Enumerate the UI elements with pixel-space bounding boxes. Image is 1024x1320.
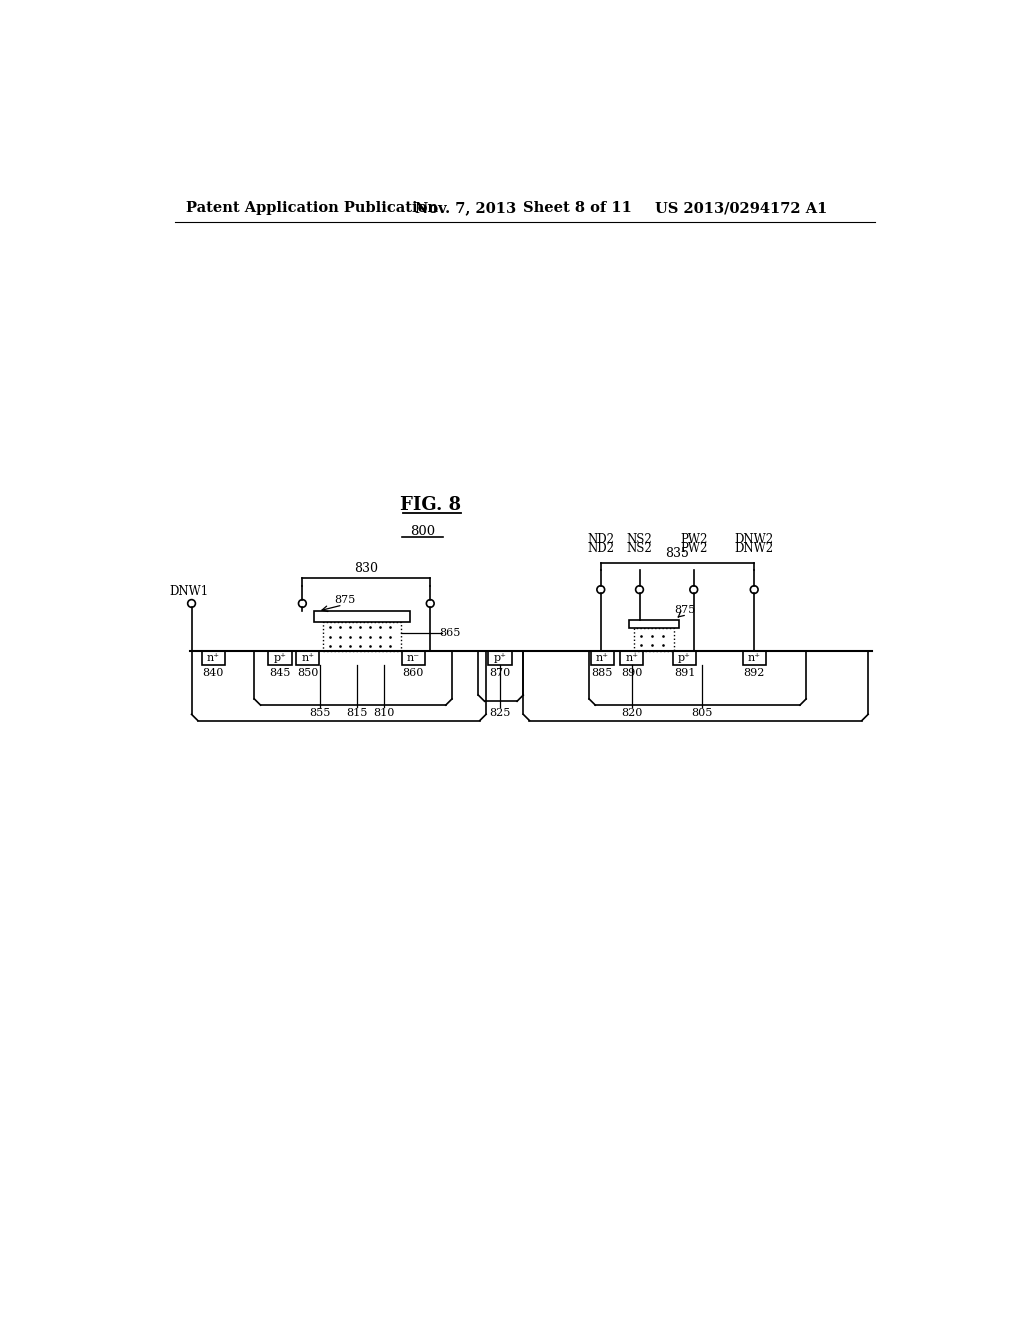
Bar	[630, 619, 679, 628]
Text: 815: 815	[346, 708, 368, 718]
Text: 870: 870	[489, 668, 511, 677]
Text: Sheet 8 of 11: Sheet 8 of 11	[523, 202, 632, 215]
Text: 860: 860	[402, 668, 424, 677]
Bar	[324, 622, 400, 651]
Text: 840: 840	[203, 668, 224, 677]
Text: 892: 892	[743, 668, 765, 677]
Text: PW2: PW2	[680, 543, 708, 556]
Text: 800: 800	[410, 525, 435, 539]
Text: DNW2: DNW2	[734, 543, 774, 556]
Text: n⁺: n⁺	[626, 653, 638, 663]
Bar	[296, 651, 319, 665]
Text: 825: 825	[489, 708, 511, 718]
Bar	[268, 651, 292, 665]
Text: Patent Application Publication: Patent Application Publication	[186, 202, 438, 215]
Text: US 2013/0294172 A1: US 2013/0294172 A1	[655, 202, 827, 215]
Text: p⁺: p⁺	[494, 653, 507, 663]
Text: 890: 890	[622, 668, 642, 677]
Bar	[634, 628, 675, 651]
Text: ND2: ND2	[587, 543, 614, 556]
Text: n⁻: n⁻	[407, 653, 420, 663]
Text: Nov. 7, 2013: Nov. 7, 2013	[415, 202, 516, 215]
Text: 810: 810	[373, 708, 394, 718]
Text: 885: 885	[592, 668, 613, 677]
Text: n⁺: n⁺	[301, 653, 314, 663]
Text: 865: 865	[439, 628, 461, 638]
Text: 845: 845	[269, 668, 291, 677]
Text: DNW2: DNW2	[734, 533, 774, 546]
Text: 875: 875	[674, 606, 695, 615]
Text: 830: 830	[354, 562, 378, 576]
Text: 875: 875	[335, 595, 355, 606]
Bar	[202, 651, 225, 665]
Bar	[591, 651, 614, 665]
Text: NS2: NS2	[627, 533, 652, 546]
Bar	[621, 651, 643, 665]
Text: 835: 835	[666, 546, 689, 560]
Text: FIG. 8: FIG. 8	[399, 496, 461, 513]
Text: PW2: PW2	[680, 533, 708, 546]
Text: n⁺: n⁺	[207, 653, 220, 663]
Text: p⁺: p⁺	[273, 653, 287, 663]
Text: 805: 805	[691, 708, 712, 718]
Text: ND2: ND2	[587, 533, 614, 546]
Text: n⁺: n⁺	[596, 653, 609, 663]
Text: NS2: NS2	[627, 543, 652, 556]
Text: p⁺: p⁺	[678, 653, 691, 663]
Text: 891: 891	[674, 668, 695, 677]
Bar	[488, 651, 512, 665]
Text: 820: 820	[622, 708, 642, 718]
Text: 850: 850	[297, 668, 318, 677]
Text: n⁺: n⁺	[748, 653, 761, 663]
Bar	[401, 651, 425, 665]
Text: 855: 855	[309, 708, 331, 718]
Bar	[673, 651, 696, 665]
Text: DNW1: DNW1	[170, 585, 209, 598]
Bar	[314, 611, 410, 622]
Bar	[742, 651, 766, 665]
